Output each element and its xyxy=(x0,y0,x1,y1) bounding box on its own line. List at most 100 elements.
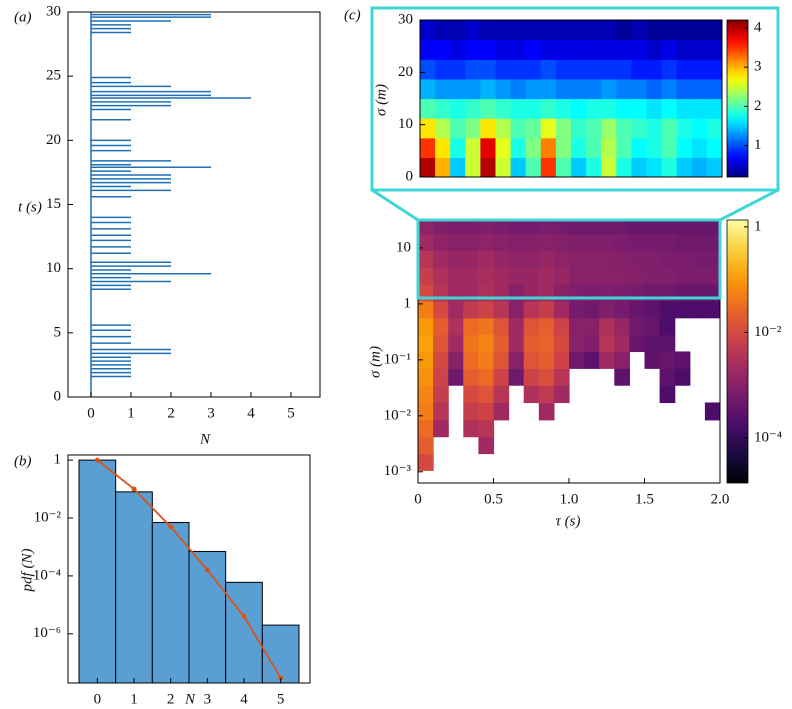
y-axis-label: t (s) xyxy=(18,199,42,215)
bar xyxy=(261,624,300,684)
heatmap-cell xyxy=(450,59,466,80)
heatmap-cell xyxy=(418,453,434,471)
heatmap-cell xyxy=(691,157,708,177)
heatmap-cell xyxy=(493,368,510,386)
heatmap-cell xyxy=(553,368,570,386)
heatmap-cell xyxy=(689,220,706,235)
heatmap-cell xyxy=(644,220,661,235)
y-tick-label: 10 xyxy=(398,116,413,132)
heatmap-cell xyxy=(674,351,691,369)
heatmap-cell xyxy=(433,385,449,404)
heatmap-cell xyxy=(510,78,527,100)
heatmap-cell xyxy=(569,334,585,353)
heatmap-cell xyxy=(601,20,617,41)
heatmap-cell xyxy=(493,351,510,369)
heatmap-cell xyxy=(495,20,512,41)
heatmap-cell xyxy=(553,351,570,369)
heatmap-cell xyxy=(646,118,663,139)
heatmap-cell xyxy=(616,118,632,139)
heatmap-cell xyxy=(525,20,542,41)
heatmap-cell xyxy=(435,78,451,100)
heatmap-cell xyxy=(646,137,663,158)
heatmap-cell xyxy=(418,267,434,285)
heatmap-cell xyxy=(629,317,646,336)
heatmap-cell xyxy=(584,267,600,285)
panel-label: (a) xyxy=(14,9,32,25)
heatmap-cell xyxy=(540,98,557,119)
heatmap-cell xyxy=(631,157,648,177)
heatmap-cell xyxy=(433,250,449,268)
heatmap-cell xyxy=(540,118,557,139)
heatmap-cell xyxy=(433,220,449,235)
heatmap-cell xyxy=(553,220,570,235)
heatmap-cell xyxy=(448,220,464,235)
heatmap-cell xyxy=(601,78,617,100)
heatmap-cell xyxy=(465,118,481,139)
heatmap-cell xyxy=(704,402,720,421)
fit-marker xyxy=(204,567,210,573)
heatmap-cell xyxy=(629,334,646,353)
heatmap-cell xyxy=(614,220,630,235)
x-tick-label: 2.0 xyxy=(711,491,730,507)
heatmap-cell xyxy=(631,59,648,80)
x-tick-label: 2 xyxy=(167,405,175,421)
heatmap xyxy=(418,220,720,471)
heatmap-cell xyxy=(659,385,676,404)
heatmap-cell xyxy=(478,317,495,336)
heatmap-cell xyxy=(584,317,600,336)
heatmap-cell xyxy=(420,39,436,60)
heatmap-cell xyxy=(433,267,449,285)
heatmap-cell xyxy=(586,118,602,139)
x-tick-label: 4 xyxy=(240,691,248,707)
heatmap-cell xyxy=(644,233,661,251)
heatmap-cell xyxy=(614,317,630,336)
heatmap-cell xyxy=(463,402,479,421)
heatmap-cell xyxy=(463,233,479,251)
heatmap-cell xyxy=(463,250,479,268)
y-tick-label: 15 xyxy=(46,196,61,212)
heatmap-cell xyxy=(616,137,632,158)
heatmap-cell xyxy=(493,317,510,336)
zoom-connector xyxy=(371,188,419,222)
heatmap-cell xyxy=(586,157,602,177)
heatmap-cell xyxy=(571,157,587,177)
heatmap-cell xyxy=(523,220,540,235)
heatmap-cell xyxy=(614,267,630,285)
heatmap-cell xyxy=(465,39,481,60)
heatmap-cell xyxy=(676,39,693,60)
heatmap-cell xyxy=(538,267,555,285)
heatmap-cell xyxy=(523,334,540,353)
heatmap-cell xyxy=(508,250,525,268)
panel-label: (b) xyxy=(14,453,32,469)
heatmap-cell xyxy=(571,20,587,41)
heatmap-cell xyxy=(525,78,542,100)
heatmap-cell xyxy=(540,39,557,60)
y-tick-label: 1 xyxy=(404,295,412,311)
heatmap-cell xyxy=(571,118,587,139)
heatmap-cell xyxy=(508,334,525,353)
heatmap-cell xyxy=(478,419,495,438)
heatmap-cell xyxy=(584,250,600,268)
heatmap-cell xyxy=(495,59,512,80)
heatmap-cell xyxy=(691,98,708,119)
y-tick-label: 30 xyxy=(398,11,413,27)
y-tick-label: 5 xyxy=(54,324,62,340)
heatmap-cell xyxy=(676,157,693,177)
heatmap-cell xyxy=(689,233,706,251)
heatmap-cell xyxy=(420,20,436,41)
heatmap-cell xyxy=(614,351,630,369)
heatmap-cell xyxy=(569,220,585,235)
zoom-connector xyxy=(719,188,779,222)
heatmap xyxy=(420,20,722,177)
heatmap-cell xyxy=(644,317,661,336)
heatmap-cell xyxy=(450,157,466,177)
heatmap-cell xyxy=(706,59,722,80)
heatmap-cell xyxy=(616,78,632,100)
heatmap-cell xyxy=(493,267,510,285)
y-axis-label: σ (m) xyxy=(367,346,383,378)
heatmap-cell xyxy=(569,317,585,336)
heatmap-cell xyxy=(418,300,434,319)
y-tick-label: 30 xyxy=(46,3,61,19)
heatmap-cell xyxy=(510,137,527,158)
heatmap-cell xyxy=(433,368,449,386)
